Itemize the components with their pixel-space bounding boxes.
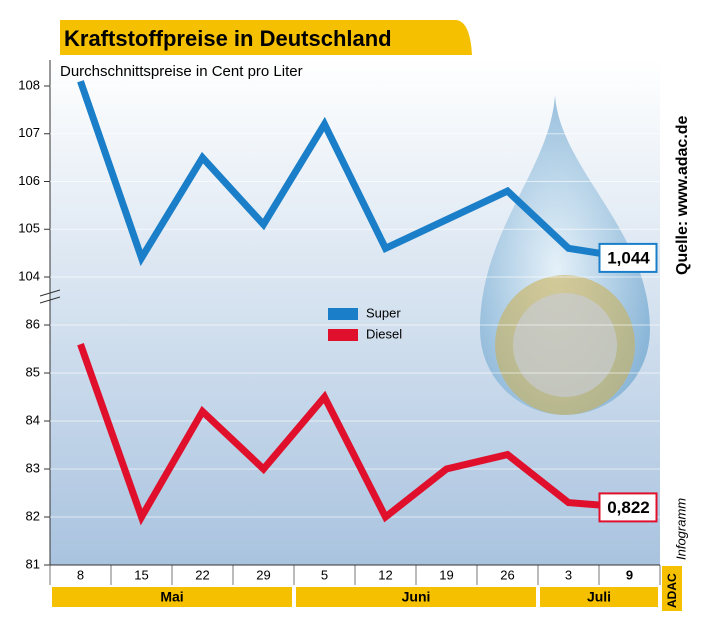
month-label: Juni xyxy=(402,589,431,605)
chart-title: Kraftstoffpreise in Deutschland xyxy=(64,26,392,51)
y-tick-label: 107 xyxy=(18,125,40,140)
month-label: Mai xyxy=(160,589,183,605)
x-tick-label: 26 xyxy=(500,567,514,582)
x-tick-label: 12 xyxy=(378,567,392,582)
value-label: 0,822 xyxy=(607,498,650,517)
y-tick-label: 105 xyxy=(18,221,40,236)
brand: ADAC xyxy=(665,573,679,608)
y-tick-label: 81 xyxy=(26,556,40,571)
value-label: 1,044 xyxy=(607,248,650,267)
y-tick-label: 106 xyxy=(18,173,40,188)
y-tick-label: 104 xyxy=(18,268,40,283)
month-bar xyxy=(540,587,658,607)
y-tick-label: 86 xyxy=(26,316,40,331)
series-line xyxy=(77,343,630,526)
brand-suffix: Infogramm xyxy=(673,498,688,560)
month-bar xyxy=(296,587,536,607)
axis-break xyxy=(39,289,61,304)
x-tick-label: 5 xyxy=(321,567,328,582)
legend-swatch xyxy=(328,329,358,341)
source: Quelle: www.adac.de xyxy=(674,115,691,275)
value-label-box xyxy=(598,492,658,523)
y-tick-label: 82 xyxy=(26,508,40,523)
x-tick-label: 29 xyxy=(256,567,270,582)
x-tick-label: 3 xyxy=(565,567,572,582)
y-tick-label: 84 xyxy=(26,412,40,427)
x-tick-label: 8 xyxy=(77,567,84,582)
legend-label: Diesel xyxy=(366,326,402,341)
euro-coin-center xyxy=(513,293,617,397)
x-tick-label: 9 xyxy=(626,567,633,582)
x-tick-label: 15 xyxy=(134,567,148,582)
legend-swatch xyxy=(328,308,358,320)
y-tick-label: 83 xyxy=(26,460,40,475)
legend-label: Super xyxy=(366,305,401,320)
y-tick-label: 108 xyxy=(18,77,40,92)
x-tick-label: 22 xyxy=(195,567,209,582)
value-label-box xyxy=(598,242,658,273)
y-tick-label: 85 xyxy=(26,364,40,379)
chart-subtitle: Durchschnittspreise in Cent pro Liter xyxy=(60,63,303,80)
month-label: Juli xyxy=(587,589,611,605)
x-tick-label: 19 xyxy=(439,567,453,582)
month-bar xyxy=(52,587,292,607)
title-banner xyxy=(60,20,472,55)
series-line xyxy=(77,80,631,267)
brand-box xyxy=(662,566,682,611)
